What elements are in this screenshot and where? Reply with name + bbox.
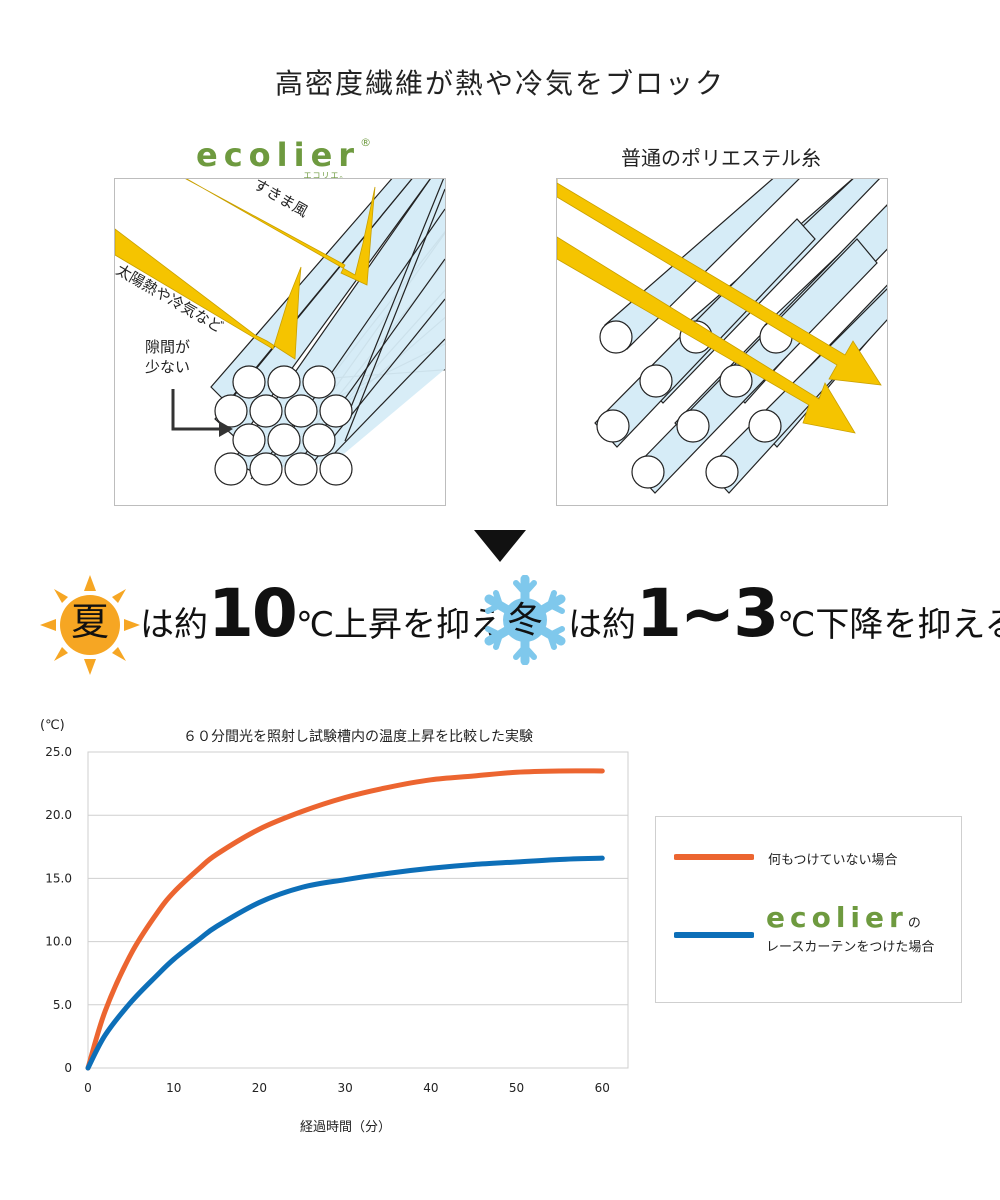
legend-swatch-none [674,854,754,860]
summer-unit: ℃ [295,605,335,645]
y-tick-label: 10.0 [45,935,72,949]
passing-heat-arrows [557,179,882,434]
chart-legend: 何もつけていない場合 ecolierの レースカーテンをつけた場合 [655,816,962,1003]
chart-title: ６０分間光を照射し試験槽内の温度上昇を比較した実験 [183,729,533,745]
down-triangle-icon [474,530,526,562]
x-tick-label: 10 [166,1081,181,1095]
legend-brand-text: ecolier [766,901,908,934]
sun-icon [40,575,140,675]
ecolier-fiber-illustration [115,179,445,486]
x-tick-label: 40 [423,1081,438,1095]
summer-badge: 夏 [70,600,109,644]
dense-fiber-ends [214,365,353,486]
winter-text-pre: は約 [568,605,636,645]
polyester-fiber-illustration [557,179,887,494]
legend-swatch-ecolier [674,932,754,938]
y-tick-label: 20.0 [45,808,72,822]
left-panel-brand: ecolier® エコリエ。 [196,136,371,181]
brand-kana: エコリエ。 [303,171,349,180]
temperature-line-chart: 0 5.0 10.0 15.0 20.0 25.0 0 10 20 30 40 50 60 [45,745,629,1095]
legend-label-ecolier-line2: レースカーテンをつけた場合 [766,940,935,955]
x-tick-label: 60 [595,1081,610,1095]
summer-headline: は約10℃上昇を抑え [140,575,504,652]
x-tick-label: 50 [509,1081,524,1095]
main-title: 高密度繊維が熱や冷気をブロック [274,67,725,100]
reflected-heat-arrow [115,228,302,360]
right-panel-title: 普通のポリエステル糸 [621,146,821,170]
summary-row: 夏 は約10℃上昇を抑え 冬 は約1~3℃下降を抑える [40,575,1000,675]
brand-registered-mark: ® [360,136,373,149]
y-tick-label: 15.0 [45,871,72,885]
y-tick-label: 5.0 [53,998,72,1012]
snowflake-icon [484,575,566,665]
y-tick-label: 25.0 [45,745,72,759]
plot-area [87,751,629,1069]
x-tick-label: 20 [252,1081,267,1095]
reflected-wind-arrow [185,179,376,286]
ecolier-fiber-panel: すきま風 太陽熱や冷気など 隙間が 少ない [114,178,446,506]
x-tick-label: 30 [338,1081,353,1095]
polyester-fiber-panel [556,178,888,506]
x-axis-label: 経過時間（分） [300,1120,392,1135]
legend-brand-suffix: の [907,916,921,931]
series-line-ecolier [85,855,605,1071]
y-tick-label: 0 [64,1061,72,1075]
y-axis-unit: (℃) [40,718,65,733]
winter-headline: は約1~3℃下降を抑える [568,575,1000,652]
brand-logo-text: ecolier [196,136,361,174]
label-gap: 隙間が 少ない [145,338,191,377]
sparse-fiber-tubes [594,179,887,494]
sparse-fiber-ends [596,320,793,489]
summer-value: 10 [208,575,298,652]
winter-unit: ℃ [777,605,816,645]
summer-text-post: 上昇を抑え [334,605,505,645]
winter-badge: 冬 [506,600,543,641]
summer-text-pre: は約 [140,605,208,645]
winter-value: 1~3 [636,575,779,652]
legend-label-none: 何もつけていない場合 [768,853,898,868]
series-line-none [85,768,605,1071]
x-tick-label: 0 [84,1081,92,1095]
legend-label-ecolier: ecolierの レースカーテンをつけた場合 [766,901,934,955]
winter-text-post: 下降を抑える [815,605,1000,645]
